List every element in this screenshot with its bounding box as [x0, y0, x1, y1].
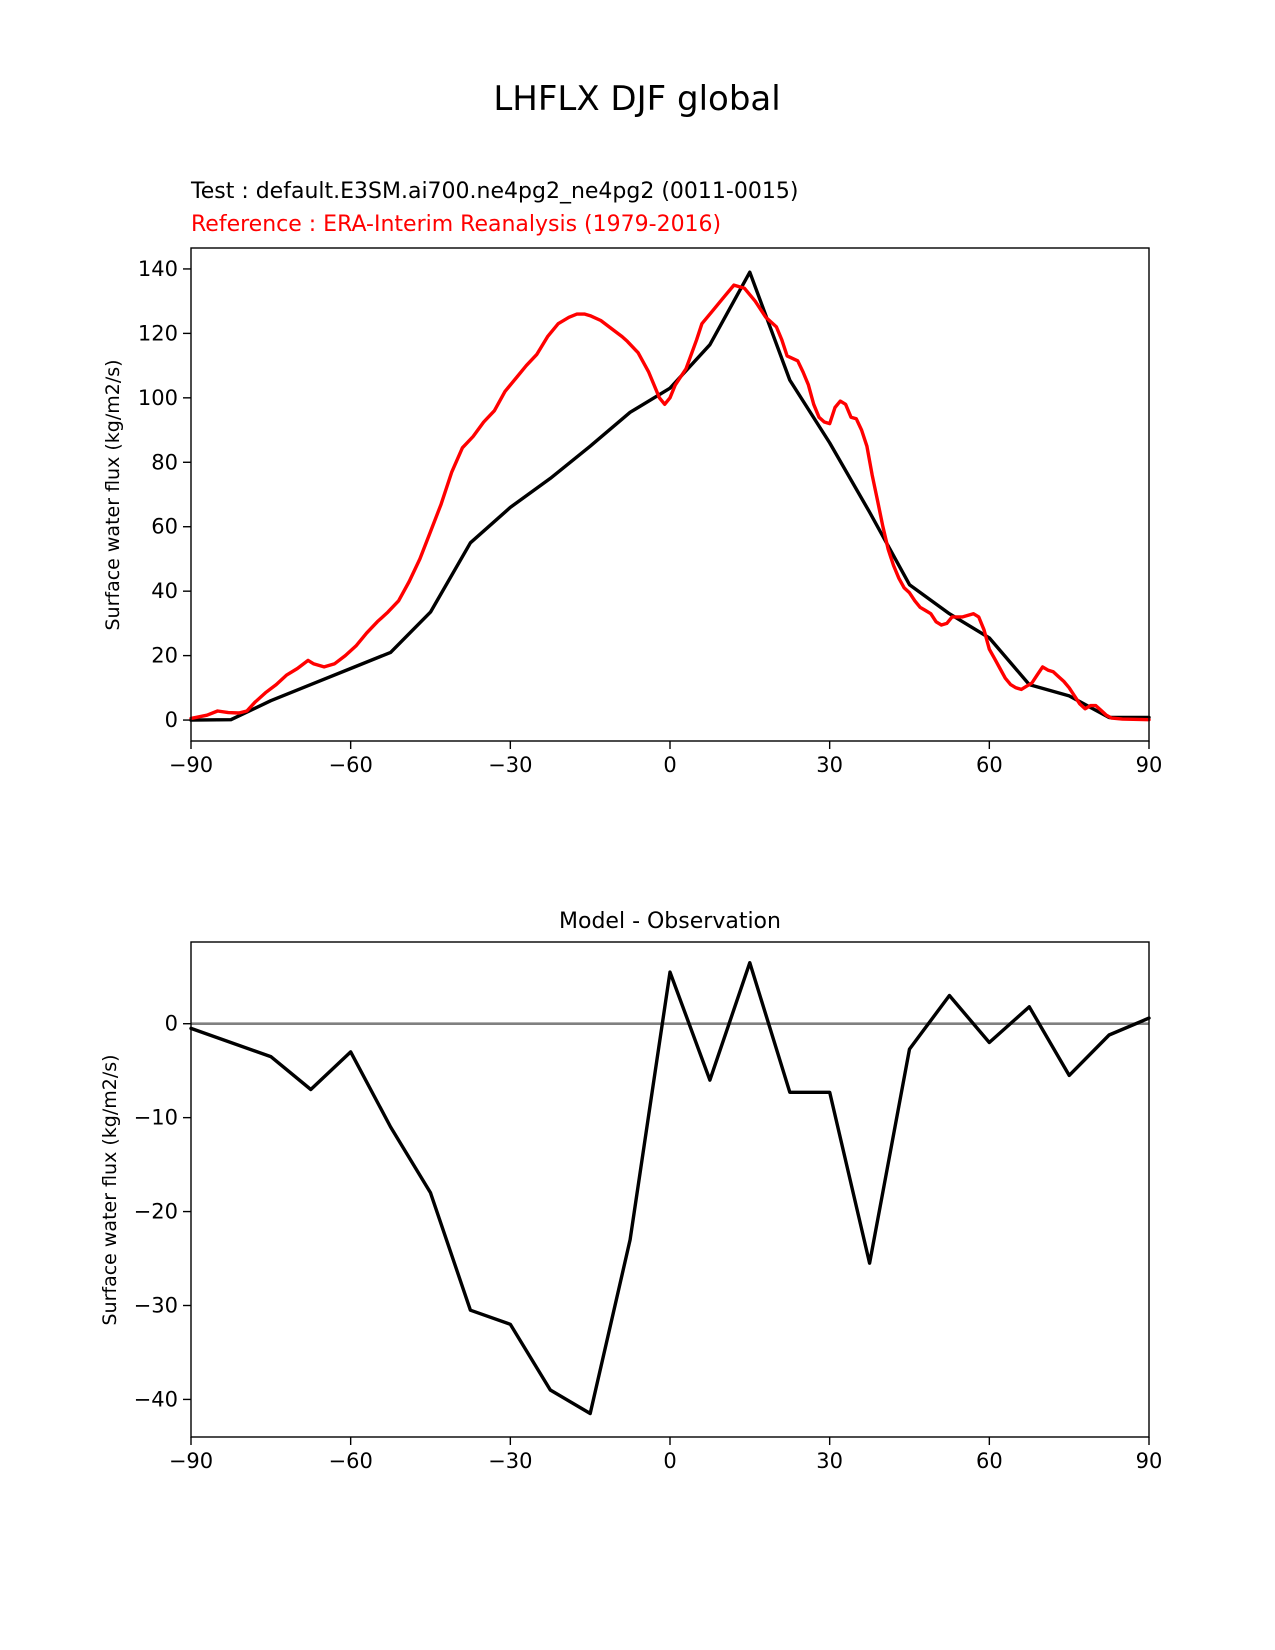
- reference-series-line: [189, 283, 1151, 722]
- y-tick-label: 80: [151, 450, 178, 474]
- top-ylabel: Surface water flux (kg/m2/s): [102, 359, 124, 630]
- x-tick-label: 90: [1136, 753, 1163, 777]
- x-tick-label: −60: [329, 1449, 373, 1473]
- difference-series-line: [189, 961, 1151, 1416]
- y-tick-label: 60: [151, 515, 178, 539]
- x-tick-label: 90: [1136, 1449, 1163, 1473]
- x-tick-label: 60: [976, 1449, 1003, 1473]
- y-tick-label: 120: [138, 321, 178, 345]
- x-tick-label: 30: [816, 753, 843, 777]
- figure-suptitle: LHFLX DJF global: [493, 79, 780, 119]
- x-tick-label: −30: [488, 1449, 532, 1473]
- y-tick-label: −10: [134, 1106, 178, 1130]
- y-tick-label: 0: [165, 1012, 178, 1036]
- x-tick-label: 30: [816, 1449, 843, 1473]
- test-label: Test : default.E3SM.ai700.ne4pg2_ne4pg2 …: [190, 179, 798, 204]
- x-tick-label: −30: [488, 753, 532, 777]
- bottom-ylabel: Surface water flux (kg/m2/s): [99, 1054, 121, 1325]
- x-tick-label: −90: [169, 1449, 213, 1473]
- top-panel: Test : default.E3SM.ai700.ne4pg2_ne4pg2 …: [102, 179, 1162, 777]
- y-tick-label: 100: [138, 386, 178, 410]
- x-tick-label: 60: [976, 753, 1003, 777]
- y-tick-label: −40: [134, 1387, 178, 1411]
- y-tick-label: −30: [134, 1294, 178, 1318]
- bottom-plot-frame: [190, 941, 1150, 1438]
- y-tick-label: −20: [134, 1200, 178, 1224]
- x-tick-label: 0: [663, 753, 676, 777]
- y-tick-label: 0: [165, 708, 178, 732]
- y-tick-label: 140: [138, 257, 178, 281]
- bottom-title: Model - Observation: [559, 909, 781, 934]
- x-tick-label: 0: [663, 1449, 676, 1473]
- reference-label: Reference : ERA-Interim Reanalysis (1979…: [191, 212, 721, 237]
- x-tick-label: −90: [169, 753, 213, 777]
- top-plot-frame: [190, 247, 1150, 742]
- test-series-line: [189, 270, 1151, 722]
- bottom-panel: Model - Observation Surface water flux (…: [99, 909, 1162, 1473]
- x-tick-label: −60: [329, 753, 373, 777]
- y-tick-label: 40: [151, 579, 178, 603]
- y-tick-label: 20: [151, 644, 178, 668]
